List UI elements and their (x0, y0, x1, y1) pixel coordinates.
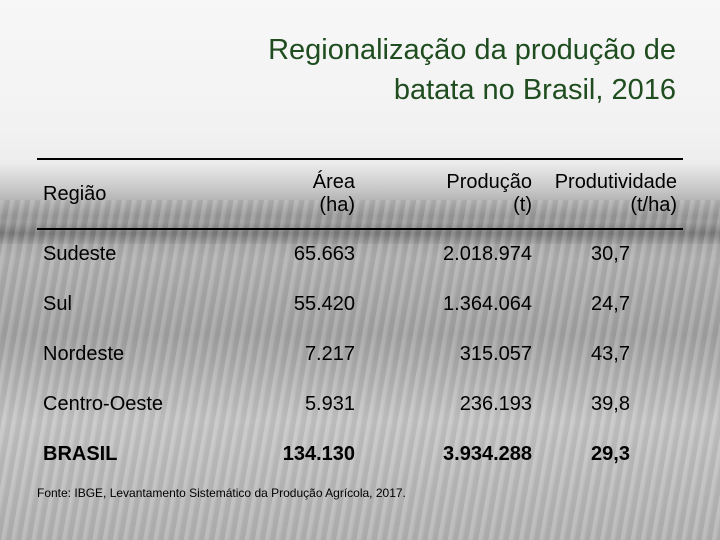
cell-area: 65.663 (293, 243, 355, 265)
cell-region: Centro-Oeste (43, 392, 164, 415)
cell-region: Nordeste (43, 342, 125, 365)
cell-production: 315.057 (459, 342, 532, 365)
slide-title: Regionalização da produção de batata no … (268, 30, 676, 110)
background-crop-rows (0, 200, 720, 540)
header-area-unit: (ha) (319, 194, 355, 216)
cell-production: 1.364.064 (443, 292, 532, 315)
cell-region: BRASIL (43, 442, 118, 465)
cell-production: 2.018.974 (443, 243, 532, 265)
cell-region: Sudeste (43, 243, 117, 265)
production-table-container: Região Área (ha) Produção (t) Produtivid… (37, 158, 683, 478)
table-row: Centro-Oeste 5.931 236.193 39,8 (37, 379, 683, 429)
table-row: Sudeste 65.663 2.018.974 30,7 (37, 229, 683, 279)
table-total-row: BRASIL 134.130 3.934.288 29,3 (37, 429, 683, 479)
cell-productivity: 39,8 (591, 392, 630, 415)
cell-productivity: 29,3 (591, 442, 630, 465)
source-note: Fonte: IBGE, Levantamento Sistemático da… (37, 486, 406, 500)
cell-region: Sul (43, 292, 72, 315)
header-produtividade: Produtividade (t/ha) (538, 159, 683, 229)
cell-productivity: 43,7 (591, 342, 630, 365)
cell-production: 236.193 (459, 392, 532, 415)
cell-productivity: 30,7 (591, 243, 630, 265)
title-line-1: Regionalização da produção de (268, 34, 676, 66)
header-producao: Produção (t) (361, 159, 538, 229)
header-produtividade-unit: (t/ha) (630, 194, 677, 216)
cell-area: 7.217 (304, 342, 355, 365)
table-row: Sul 55.420 1.364.064 24,7 (37, 279, 683, 329)
cell-area: 55.420 (293, 292, 355, 315)
cell-area: 134.130 (282, 442, 355, 465)
table-header-row: Região Área (ha) Produção (t) Produtivid… (37, 159, 683, 229)
header-area: Área (ha) (214, 159, 361, 229)
title-line-2: batata no Brasil, 2016 (393, 74, 676, 106)
header-producao-unit: (t) (513, 194, 532, 216)
header-produtividade-label: Produtividade (554, 171, 677, 193)
production-table: Região Área (ha) Produção (t) Produtivid… (37, 158, 683, 479)
header-regiao: Região (37, 159, 214, 229)
table-row: Nordeste 7.217 315.057 43,7 (37, 329, 683, 379)
background-treeline (0, 222, 720, 244)
header-producao-label: Produção (446, 171, 532, 193)
cell-productivity: 24,7 (591, 292, 630, 315)
header-regiao-label: Região (43, 182, 107, 205)
header-area-label: Área (312, 171, 355, 193)
cell-production: 3.934.288 (443, 442, 532, 465)
cell-area: 5.931 (304, 392, 355, 415)
